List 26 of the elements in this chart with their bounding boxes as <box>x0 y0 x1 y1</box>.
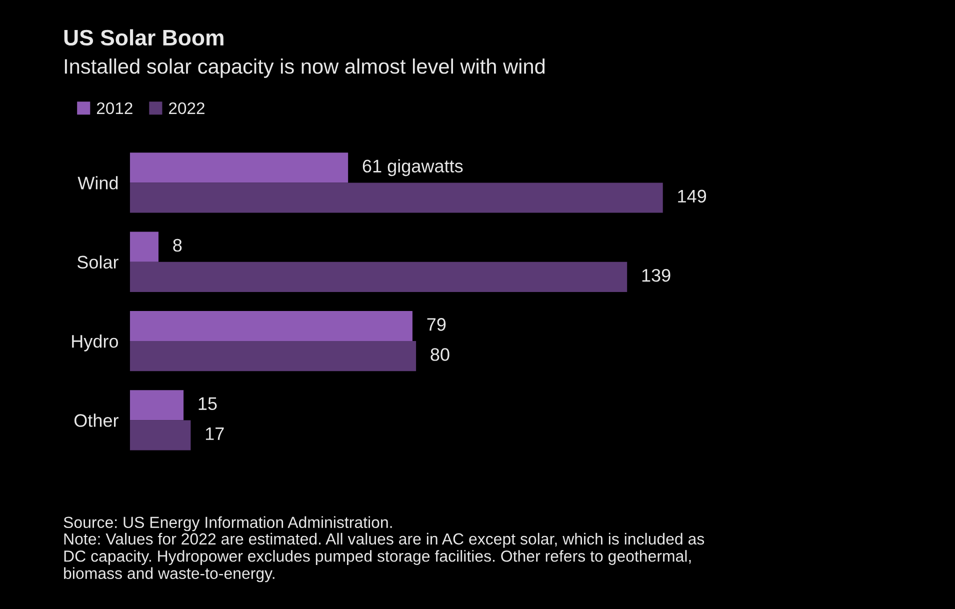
y-tick-label: Wind <box>78 176 118 190</box>
data-label: 79 <box>427 318 446 331</box>
data-label: 139 <box>642 268 670 282</box>
source-note: Source: US Energy Information Administration. <box>64 516 392 532</box>
legend-label: 2022 <box>169 102 204 114</box>
bar <box>130 390 184 420</box>
text: Note: Values for 2022 are estimated. All values are in AC except solar, which is included as DC capacity. Hydropower excludes pumped storage facilities. Other refers to geothermal, biomass and waste-to-energy. <box>64 532 704 582</box>
y-tick-label: Solar <box>77 255 118 269</box>
bar <box>130 310 412 342</box>
data-label: 8 <box>173 238 182 252</box>
bar <box>130 152 348 183</box>
data-label: 80 <box>430 348 450 361</box>
chart-subtitle: Installed solar capacity is now almost level with wind <box>64 58 545 78</box>
bar <box>130 182 663 213</box>
bar <box>130 341 416 372</box>
data-label: 17 <box>206 428 224 440</box>
bar <box>130 262 628 292</box>
bar <box>130 420 191 450</box>
chart-title: US Solar Boom <box>64 29 224 46</box>
y-tick-label: Hydro <box>72 334 118 352</box>
data-label: 149 <box>678 190 706 203</box>
data-label: 15 <box>198 397 217 410</box>
data-label: 61 gigawatts <box>362 159 463 176</box>
bar <box>130 232 158 262</box>
legend-label: 2012 <box>96 102 132 114</box>
y-tick-label: Other <box>74 414 118 427</box>
